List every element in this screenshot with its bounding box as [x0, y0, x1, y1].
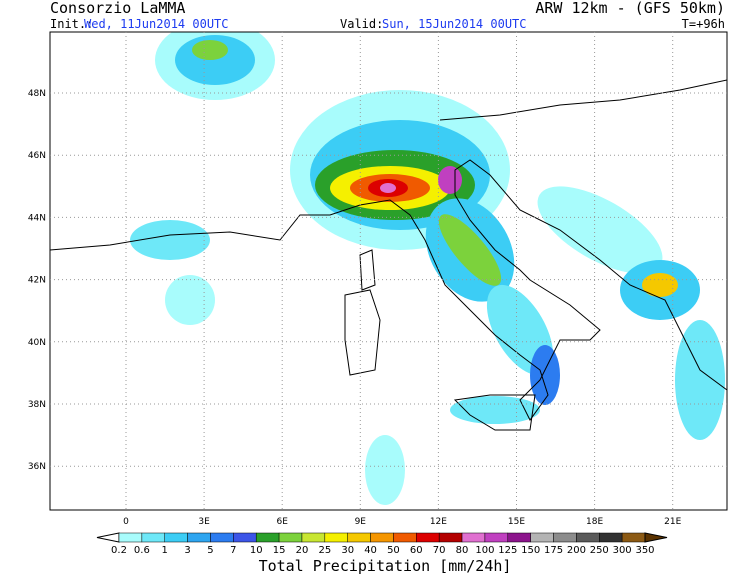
colorbar-bin — [484, 532, 509, 543]
colorbar-bin — [141, 532, 165, 543]
colorbar-label: 0.2 — [111, 545, 127, 556]
lon-label: 15E — [508, 517, 525, 527]
colorbar-bin — [461, 532, 486, 543]
lat-label: 40N — [28, 338, 46, 348]
colorbar-bin — [370, 532, 394, 543]
colorbar-bin — [187, 532, 211, 543]
lat-label: 48N — [28, 89, 46, 99]
colorbar-bin — [233, 532, 257, 543]
lat-label: 44N — [28, 213, 46, 223]
colorbar-label: 0.6 — [134, 545, 150, 556]
colorbar-label: 3 — [184, 545, 190, 556]
colorbar-label: 10 — [250, 545, 263, 556]
colorbar-bin — [278, 532, 303, 543]
colorbar-label: 5 — [207, 545, 213, 556]
graticule: 48N 46N 44N 42N 40N 38N 36N 0 3E 6E 9E 12E 15E 18E 21E — [28, 32, 727, 527]
colorbar-label: 50 — [387, 545, 400, 556]
init-value: Wed, 11Jun2014 00UTC — [84, 17, 229, 31]
colorbar-label: 1 — [162, 545, 168, 556]
colorbar-bin — [324, 532, 348, 543]
colorbar-label: 150 — [521, 545, 540, 556]
map-frame — [49, 31, 728, 511]
init-label: Init.: — [50, 17, 93, 31]
lon-label: 12E — [430, 517, 447, 527]
lon-label: 18E — [586, 517, 603, 527]
lon-label: 9E — [355, 517, 367, 527]
colorbar-label: 300 — [613, 545, 632, 556]
lon-label: 21E — [664, 517, 681, 527]
model: ARW 12km - (GFS 50km) — [535, 0, 725, 17]
colorbar-label: 80 — [456, 545, 469, 556]
colorbar-bin — [301, 532, 326, 543]
coastlines — [50, 79, 727, 431]
colorbar-bin — [210, 532, 234, 543]
map: 48N 46N 44N 42N 40N 38N 36N 0 3E 6E 9E 12E 15E 18E 21E — [28, 31, 728, 527]
producer: Consorzio LaMMA — [50, 0, 185, 17]
colorbar-bin — [118, 532, 143, 543]
lon-label: 0 — [123, 517, 129, 527]
colorbar-bin — [576, 532, 600, 543]
lat-label: 42N — [28, 276, 46, 286]
colorbar-label: 250 — [590, 545, 609, 556]
colorbar-bin — [530, 532, 554, 543]
colorbar-bin — [416, 532, 440, 543]
colorbar-label: 100 — [475, 545, 494, 556]
valid-value: Sun, 15Jun2014 00UTC — [382, 17, 527, 31]
colorbar-bin — [621, 532, 646, 543]
colorbar-bin — [393, 532, 417, 543]
legend-title: Total Precipitation [mm/24h] — [259, 557, 512, 575]
colorbar-label: 30 — [341, 545, 354, 556]
lat-label: 38N — [28, 400, 46, 410]
colorbar-bin — [164, 532, 188, 543]
precipitation-field — [130, 32, 725, 505]
colorbar-label: 175 — [544, 545, 563, 556]
colorbar: 0.2 0.6 1 3 5 7 10 15 20 25 30 40 50 60 70 80 100 125 150 1… — [96, 532, 668, 556]
colorbar-label: 20 — [296, 545, 309, 556]
colorbar-label: 40 — [364, 545, 377, 556]
colorbar-label: 350 — [635, 545, 654, 556]
colorbar-label: 7 — [230, 545, 236, 556]
colorbar-label: 25 — [318, 545, 331, 556]
colorbar-bin — [553, 532, 577, 543]
colorbar-bin — [507, 532, 531, 543]
colorbar-label: 200 — [567, 545, 586, 556]
colorbar-bin — [255, 532, 280, 543]
colorbar-bin — [438, 532, 463, 543]
lead-time: T=+96h — [682, 17, 725, 31]
lat-label: 36N — [28, 462, 46, 472]
lat-label: 46N — [28, 151, 46, 161]
colorbar-bin — [347, 532, 371, 543]
colorbar-label: 70 — [433, 545, 446, 556]
colorbar-label: 15 — [273, 545, 286, 556]
colorbar-arrow — [644, 532, 668, 543]
valid-label: Valid: — [340, 17, 383, 31]
colorbar-arrow — [96, 532, 120, 543]
colorbar-label: 125 — [498, 545, 517, 556]
colorbar-bin — [599, 532, 623, 543]
lon-label: 6E — [276, 517, 288, 527]
colorbar-label: 60 — [410, 545, 423, 556]
lon-label: 3E — [198, 517, 210, 527]
